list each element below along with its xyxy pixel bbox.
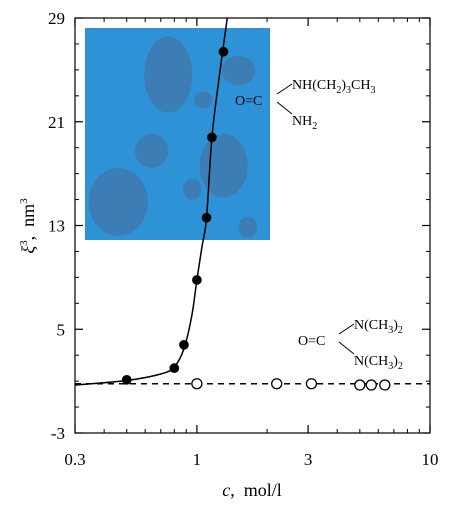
tetramethylurea-structure: O=C N(CH3)2 N(CH3)2 [298, 318, 403, 372]
series-1-point [169, 363, 180, 374]
series-1-point [121, 374, 132, 385]
y-tick-label: -3 [51, 424, 65, 443]
series-2-point [305, 378, 318, 390]
series-1-point [179, 339, 189, 350]
bond [276, 83, 293, 95]
y-axis-unit: nm [18, 204, 38, 227]
x-axis-unit: mol/l [244, 480, 282, 500]
y-tick-label: 21 [48, 113, 65, 132]
inset-domain [194, 91, 213, 109]
inset-domain [238, 216, 258, 238]
series-2-point [191, 378, 203, 390]
bond [276, 101, 293, 115]
inset-domain [221, 55, 256, 86]
y-tick-label: 29 [48, 9, 65, 28]
bond [338, 341, 355, 355]
tetramethylurea-upper-group: N(CH3)2 [354, 318, 403, 336]
inset-domain [183, 178, 202, 200]
inset-domain [144, 36, 193, 113]
y-tick-label: 5 [57, 320, 66, 339]
y-axis-symbol-sup: 3 [18, 240, 30, 246]
bond [338, 323, 355, 335]
series-2-point [271, 378, 283, 390]
series-1-point [201, 212, 212, 223]
butylurea-carbonyl: O=C [235, 94, 262, 109]
x-tick-label: 0.3 [64, 450, 85, 469]
tetramethylurea-lower-group: N(CH3)2 [354, 354, 403, 372]
butylurea-upper-group: NH(CH2)3CH3 [292, 78, 375, 96]
series-1-point [207, 132, 217, 143]
series-1-point [218, 46, 229, 57]
y-axis-title: ξ3, nm3 [18, 198, 38, 254]
inset-domain [134, 134, 169, 168]
series-2-point [354, 379, 366, 391]
butylurea-structure: O=C NH(CH2)3CH3 NH2 [235, 78, 375, 132]
inset-domain [199, 134, 248, 198]
x-tick-label: 3 [304, 450, 313, 469]
butylurea-lower-group: NH2 [292, 114, 317, 132]
data-markers [121, 46, 391, 391]
y-tick-label: 13 [48, 217, 65, 236]
inset-image [85, 28, 270, 240]
x-axis-symbol: c [222, 480, 230, 500]
y-axis-symbol: ξ [18, 246, 38, 254]
series-2-point [365, 379, 377, 391]
inset-domain [88, 167, 148, 236]
x-tick-label: 10 [422, 450, 439, 469]
x-tick-label: 1 [193, 450, 202, 469]
series-2-point [379, 379, 391, 391]
x-axis-title: c, mol/l [222, 480, 282, 500]
series-1-point [192, 275, 202, 285]
y-axis-unit-sup: 3 [18, 198, 30, 204]
tetramethylurea-carbonyl: O=C [298, 334, 325, 349]
